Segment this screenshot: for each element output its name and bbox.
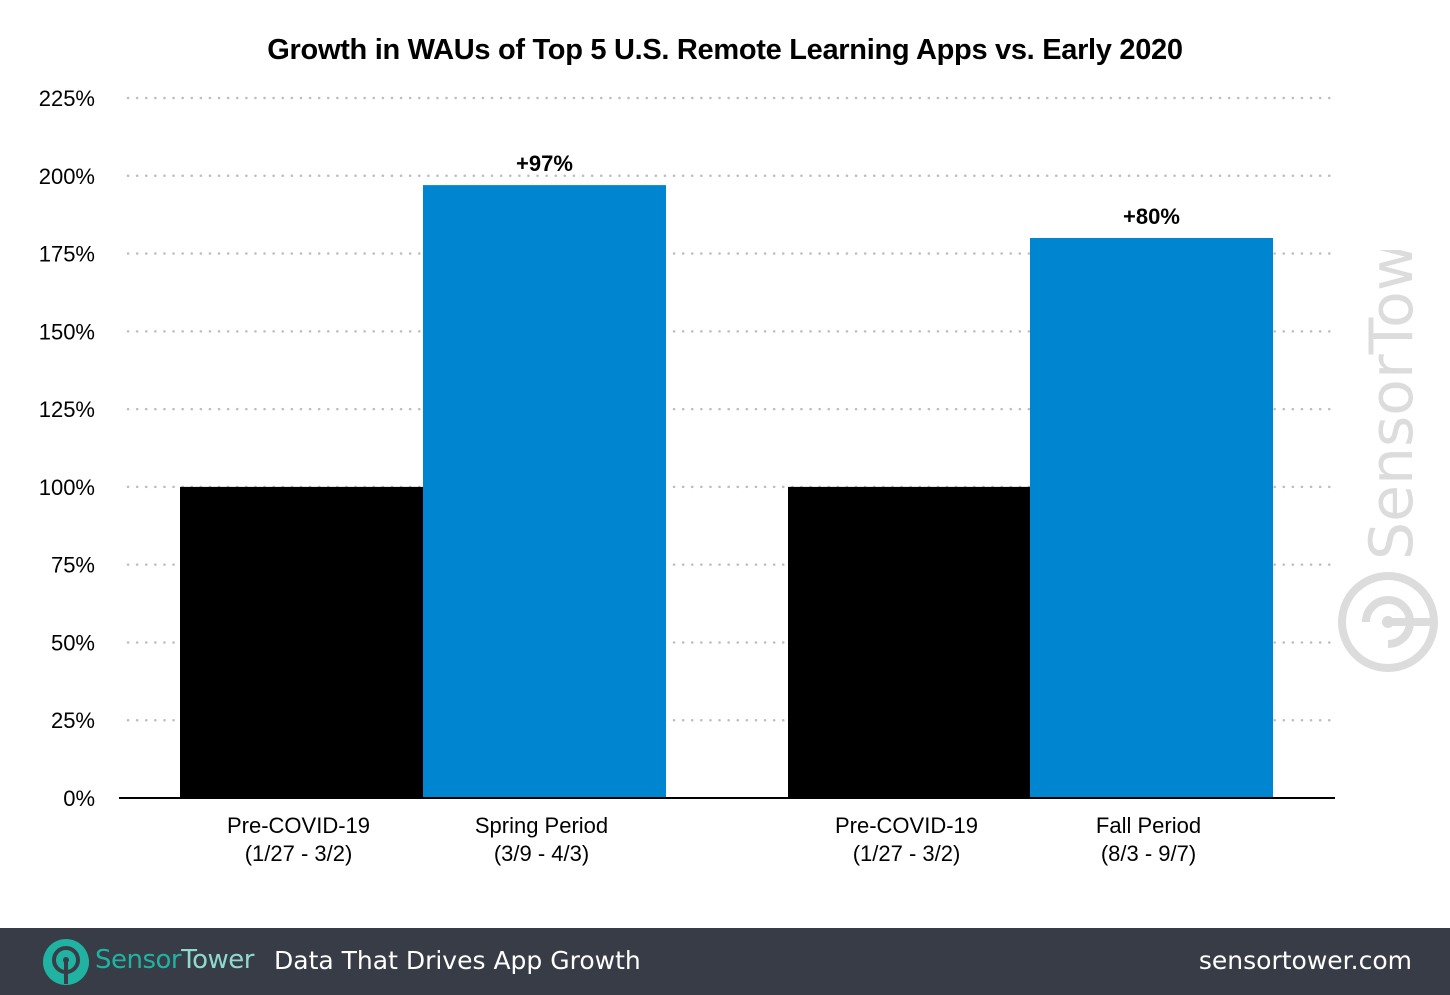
watermark-text: SensorTower [1357, 250, 1427, 560]
sensortower-logo-icon [43, 939, 89, 985]
chart-title: Growth in WAUs of Top 5 U.S. Remote Lear… [267, 34, 1183, 66]
x-tick-label: Pre-COVID-19 (1/27 - 3/2) [835, 813, 978, 866]
bar-chart: 0% 25% 50% 75% 100% 125% 150% 175% 200% 225% Pre-C… [39, 86, 1335, 866]
x-tick-label: Spring Period (3/9 - 4/3) [475, 813, 608, 866]
y-tick-label: 150% [39, 319, 95, 344]
x-tick-label: Pre-COVID-19 (1/27 - 3/2) [227, 813, 370, 866]
bar [788, 486, 1031, 798]
y-tick-label: 0% [63, 786, 95, 811]
y-tick-label: 100% [39, 475, 95, 500]
y-tick-label: 125% [39, 397, 95, 422]
bar [180, 486, 423, 798]
brand-tower: Tower [181, 945, 254, 975]
bar [423, 185, 666, 799]
footer-bar: SensorTower Data That Drives App Growth … [0, 928, 1450, 995]
footer-brand: SensorTower [95, 945, 254, 975]
y-tick-label: 200% [39, 164, 95, 189]
brand-sensor: Sensor [95, 945, 182, 975]
sensortower-watermark-logo: SensorTower [1338, 250, 1438, 672]
y-tick-label: 50% [51, 630, 95, 655]
data-label: +80% [1123, 204, 1180, 229]
y-tick-label: 225% [39, 86, 95, 111]
y-tick-label: 25% [51, 708, 95, 733]
x-tick-label: Fall Period (8/3 - 9/7) [1096, 813, 1201, 866]
data-label: +97% [516, 151, 573, 176]
bar [1030, 238, 1273, 798]
footer-site-link[interactable]: sensortower.com [1198, 946, 1412, 975]
y-tick-label: 75% [51, 553, 95, 578]
footer-tagline: Data That Drives App Growth [274, 946, 641, 975]
y-tick-label: 175% [39, 242, 95, 267]
